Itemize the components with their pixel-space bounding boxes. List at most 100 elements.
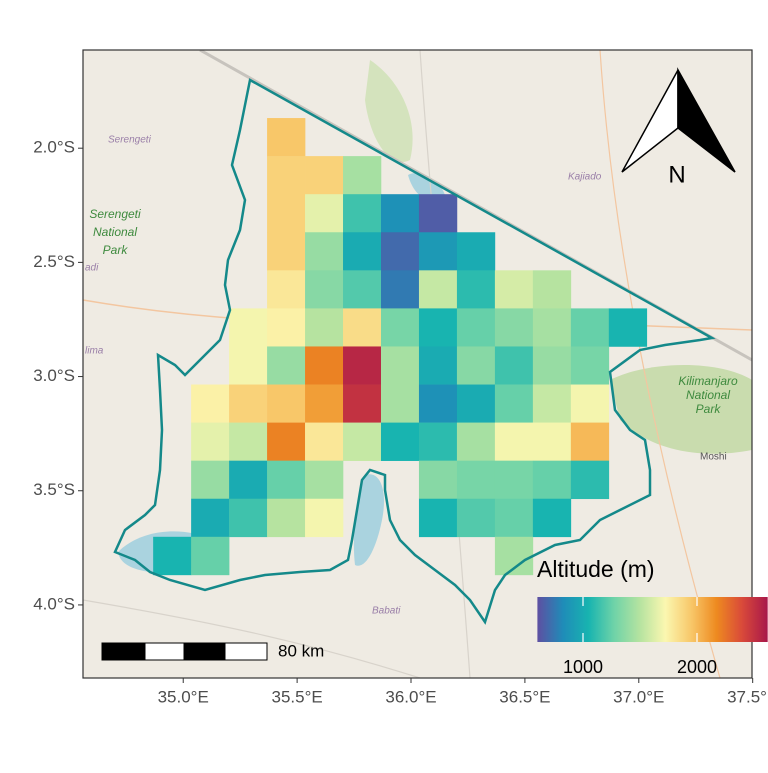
- place-label: adi: [85, 263, 99, 274]
- raster-cell: [494, 308, 534, 347]
- raster-cell: [267, 308, 306, 347]
- raster-cell: [418, 308, 458, 347]
- north-label: N: [668, 161, 685, 188]
- x-tick-label: 36.0°E: [385, 687, 436, 706]
- raster-cell: [229, 498, 268, 538]
- raster-cell: [418, 232, 458, 271]
- raster-cell: [343, 422, 382, 461]
- legend-tick-label: 1000: [563, 657, 603, 677]
- raster-cell: [267, 460, 306, 500]
- legend-colorbar: [537, 597, 768, 642]
- raster-cell: [418, 384, 458, 423]
- raster-cell: [380, 308, 420, 347]
- raster-cell: [305, 498, 344, 538]
- x-tick-label: 37.5°E: [727, 687, 768, 706]
- raster-cell: [343, 346, 382, 385]
- raster-cell: [191, 536, 230, 576]
- x-tick-label: 35.0°E: [158, 687, 209, 706]
- park-label: National: [93, 225, 137, 239]
- raster-cell: [229, 422, 268, 461]
- raster-cell: [191, 460, 230, 500]
- raster-cell: [418, 346, 458, 385]
- raster-cell: [305, 384, 344, 423]
- raster-cell: [380, 270, 420, 309]
- park-label: Park: [696, 402, 722, 416]
- raster-cell: [191, 384, 230, 423]
- park-area: [610, 365, 752, 454]
- raster-cell: [494, 270, 534, 309]
- raster-cell: [532, 460, 572, 500]
- raster-cell: [229, 460, 268, 500]
- raster-cell: [570, 308, 610, 347]
- scale-bar: 80 km: [101, 641, 324, 661]
- lake: [353, 474, 385, 566]
- raster-cell: [608, 308, 648, 347]
- raster-cell: [380, 346, 420, 385]
- raster-cell: [418, 460, 458, 500]
- raster-cell: [305, 194, 344, 233]
- raster-cell: [532, 498, 572, 538]
- scale-segment: [101, 642, 146, 661]
- y-tick-label: 4.0°S: [33, 594, 75, 613]
- raster-cell: [494, 422, 534, 461]
- park-area: [365, 60, 413, 162]
- raster-cell: [343, 156, 382, 195]
- raster-cell: [456, 346, 496, 385]
- raster-cell: [456, 270, 496, 309]
- raster-cell: [380, 232, 420, 271]
- raster-cell: [305, 270, 344, 309]
- raster-cell: [570, 422, 610, 461]
- scale-segment: [183, 642, 226, 661]
- raster-cell: [267, 156, 306, 195]
- raster-cell: [532, 308, 572, 347]
- raster-cell: [418, 498, 458, 538]
- raster-cell: [418, 270, 458, 309]
- raster-cell: [494, 460, 534, 500]
- place-label: Kajiado: [568, 172, 602, 183]
- raster-cell: [305, 422, 344, 461]
- raster-cell: [191, 422, 230, 461]
- park-label: National: [686, 388, 730, 402]
- legend-tick-label: 2000: [677, 657, 717, 677]
- place-label: Moshi: [700, 452, 727, 463]
- raster-cell: [343, 270, 382, 309]
- x-tick-label: 35.5°E: [271, 687, 322, 706]
- raster-cell: [532, 384, 572, 423]
- raster-cell: [267, 194, 306, 233]
- park-label: Park: [103, 243, 129, 257]
- raster-cell: [267, 118, 306, 157]
- raster-cell: [380, 384, 420, 423]
- raster-cell: [267, 422, 306, 461]
- north-arrow: N: [621, 67, 736, 188]
- raster-cell: [343, 308, 382, 347]
- scale-label: 80 km: [278, 641, 324, 660]
- y-tick-label: 2.0°S: [33, 138, 75, 157]
- raster-cell: [267, 346, 306, 385]
- raster-cell: [343, 384, 382, 423]
- road: [83, 599, 421, 678]
- raster-cell: [570, 346, 610, 385]
- raster-cell: [380, 194, 420, 233]
- raster-cell: [153, 536, 192, 576]
- raster-cell: [267, 498, 306, 538]
- raster-cell: [456, 422, 496, 461]
- raster-cell: [570, 460, 610, 500]
- raster-cell: [494, 498, 534, 538]
- lake: [408, 172, 445, 200]
- north-arrow-right: [677, 67, 736, 173]
- place-label: Serengeti: [108, 135, 152, 146]
- x-tick-label: 36.5°E: [499, 687, 550, 706]
- raster-cell: [191, 498, 230, 538]
- study-area-boundary: [113, 78, 716, 625]
- raster-cell: [267, 270, 306, 309]
- raster-cell: [532, 422, 572, 461]
- raster-cell: [267, 384, 306, 423]
- legend-title: Altitude (m): [537, 556, 655, 582]
- raster-cell: [229, 384, 268, 423]
- y-tick-label: 3.5°S: [33, 480, 75, 499]
- raster-cell: [494, 346, 534, 385]
- raster-cell: [456, 308, 496, 347]
- place-label: Babati: [372, 606, 401, 617]
- raster-cell: [494, 384, 534, 423]
